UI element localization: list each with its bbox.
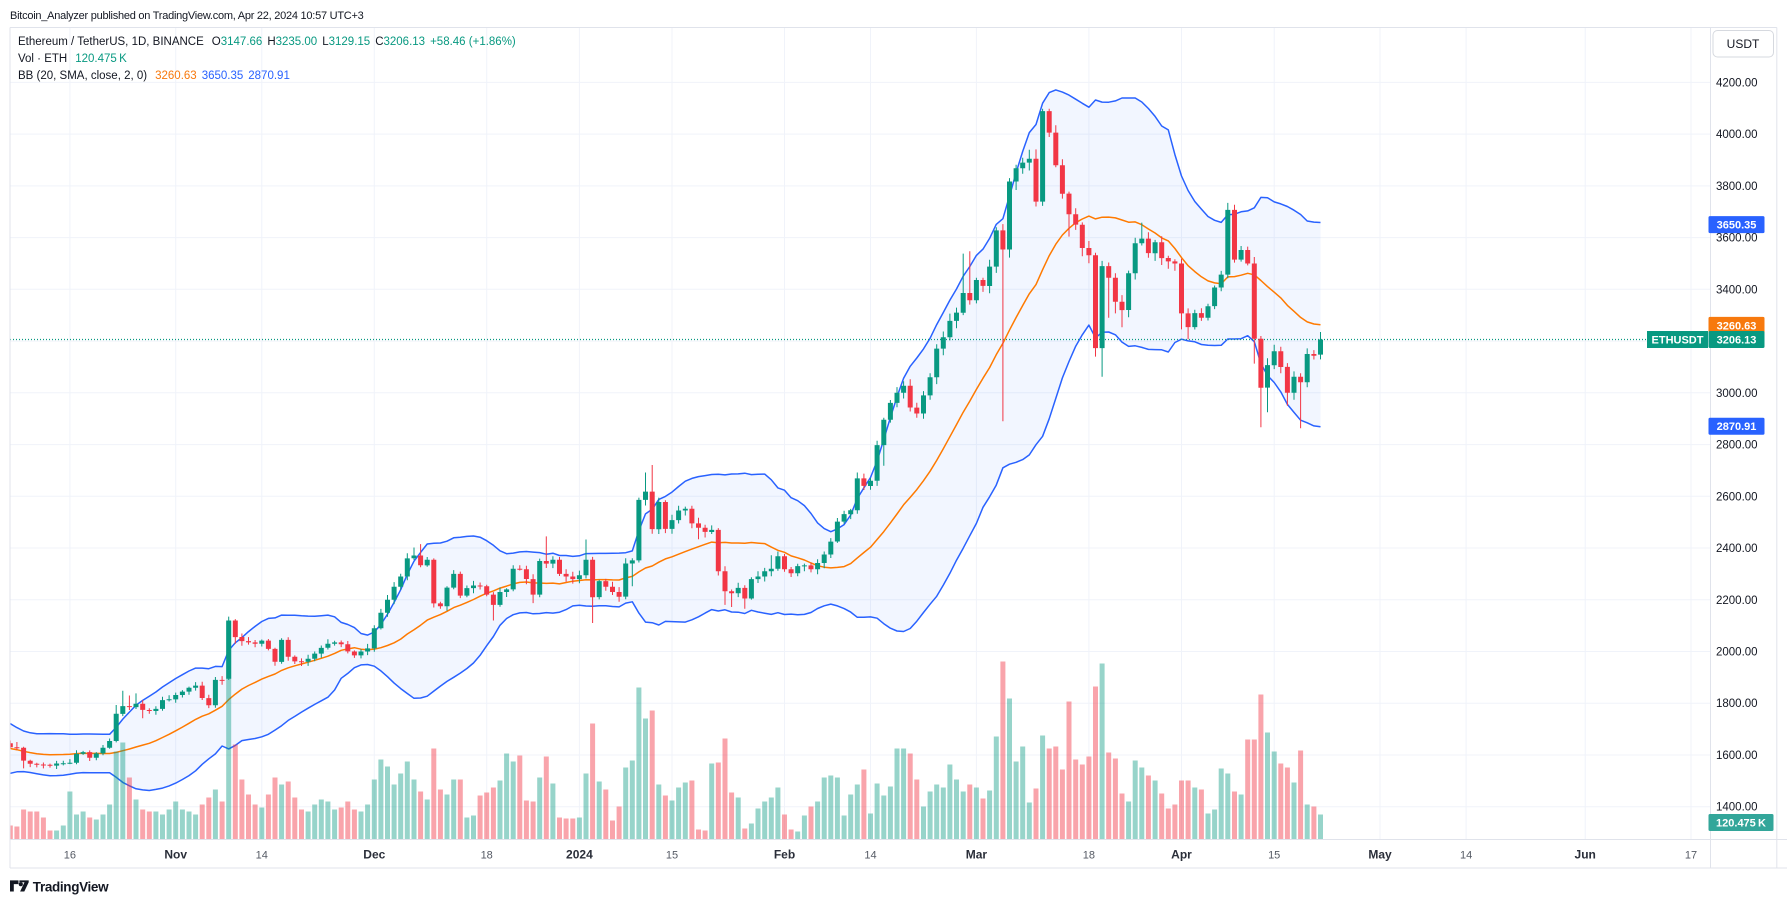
svg-text:15: 15: [1268, 850, 1280, 862]
svg-text:2024: 2024: [566, 848, 593, 862]
svg-text:16: 16: [64, 850, 76, 862]
svg-text:2200.00: 2200.00: [1716, 595, 1758, 607]
svg-text:4000.00: 4000.00: [1716, 129, 1758, 141]
svg-text:2600.00: 2600.00: [1716, 491, 1758, 503]
svg-text:14: 14: [256, 850, 268, 862]
svg-text:14: 14: [864, 850, 876, 862]
svg-text:Feb: Feb: [774, 848, 795, 862]
svg-text:2000.00: 2000.00: [1716, 647, 1758, 659]
svg-text:1400.00: 1400.00: [1716, 802, 1758, 814]
svg-text:3260.63: 3260.63: [1717, 320, 1757, 332]
svg-text:3206.13: 3206.13: [1717, 335, 1757, 347]
svg-text:Apr: Apr: [1171, 848, 1192, 862]
svg-text:15: 15: [666, 850, 678, 862]
svg-text:3650.35: 3650.35: [1717, 220, 1757, 232]
svg-text:3000.00: 3000.00: [1716, 388, 1758, 400]
svg-text:2400.00: 2400.00: [1716, 543, 1758, 555]
svg-text:ETHUSDT: ETHUSDT: [1652, 335, 1704, 347]
svg-text:TradingView: TradingView: [33, 879, 109, 894]
svg-text:4200.00: 4200.00: [1716, 77, 1758, 89]
svg-text:Ethereum / TetherUS, 1D, BINAN: Ethereum / TetherUS, 1D, BINANCE O3147.66…: [18, 36, 516, 48]
svg-text:3800.00: 3800.00: [1716, 181, 1758, 193]
svg-text:May: May: [1368, 848, 1392, 862]
svg-text:Dec: Dec: [363, 848, 385, 862]
svg-text:18: 18: [481, 850, 493, 862]
svg-text:18: 18: [1083, 850, 1095, 862]
svg-text:3400.00: 3400.00: [1716, 284, 1758, 296]
svg-text:Mar: Mar: [966, 848, 988, 862]
svg-text:1600.00: 1600.00: [1716, 750, 1758, 762]
svg-text:2800.00: 2800.00: [1716, 440, 1758, 452]
svg-text:Nov: Nov: [164, 848, 187, 862]
svg-text:17: 17: [1685, 850, 1697, 862]
svg-text:3600.00: 3600.00: [1716, 233, 1758, 245]
svg-text:USDT: USDT: [1727, 37, 1760, 51]
svg-text:2870.91: 2870.91: [1717, 421, 1757, 433]
svg-text:Jun: Jun: [1575, 848, 1596, 862]
svg-text:120.475 K: 120.475 K: [1716, 818, 1766, 830]
svg-text:14: 14: [1460, 850, 1472, 862]
svg-text:1800.00: 1800.00: [1716, 698, 1758, 710]
svg-text:Bitcoin_Analyzer published on: Bitcoin_Analyzer published on TradingVie…: [10, 10, 364, 22]
